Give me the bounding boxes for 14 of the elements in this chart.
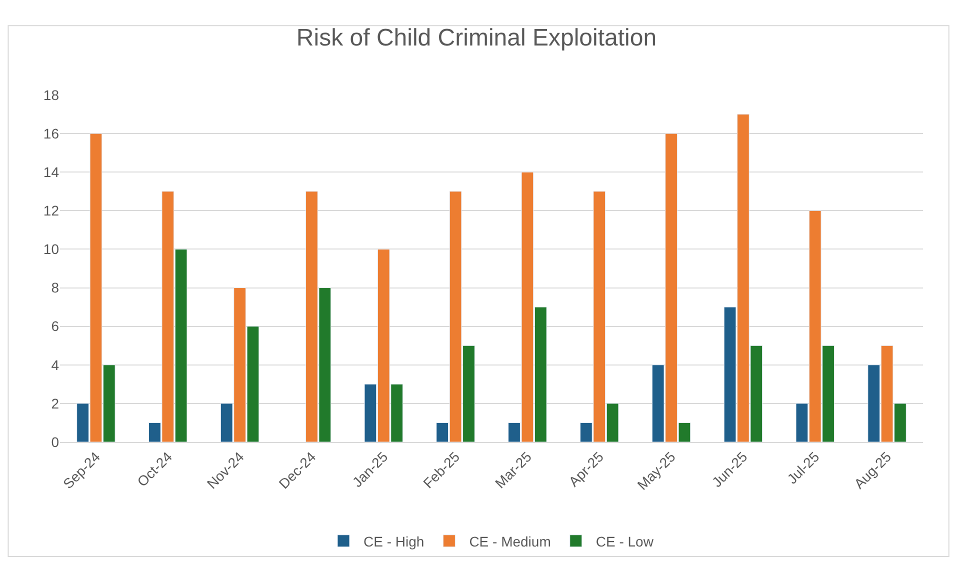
- y-tick-label: 12: [43, 202, 60, 219]
- legend-label: CE - High: [364, 533, 424, 550]
- y-tick-label: 18: [43, 86, 60, 103]
- chart-title: Risk of Child Criminal Exploitation: [296, 24, 657, 52]
- y-tick-label: 14: [43, 164, 60, 180]
- legend-label: CE - Low: [596, 533, 654, 550]
- y-tick-label: 10: [43, 241, 60, 258]
- legend-label: CE - Medium: [469, 533, 551, 550]
- y-tick-label: 8: [51, 280, 60, 296]
- y-tick-label: 6: [51, 318, 60, 334]
- y-tick-label: 2: [51, 395, 60, 412]
- y-tick-label: 16: [43, 125, 60, 142]
- y-tick-label: 4: [51, 356, 60, 373]
- y-tick-label: 0: [51, 434, 60, 450]
